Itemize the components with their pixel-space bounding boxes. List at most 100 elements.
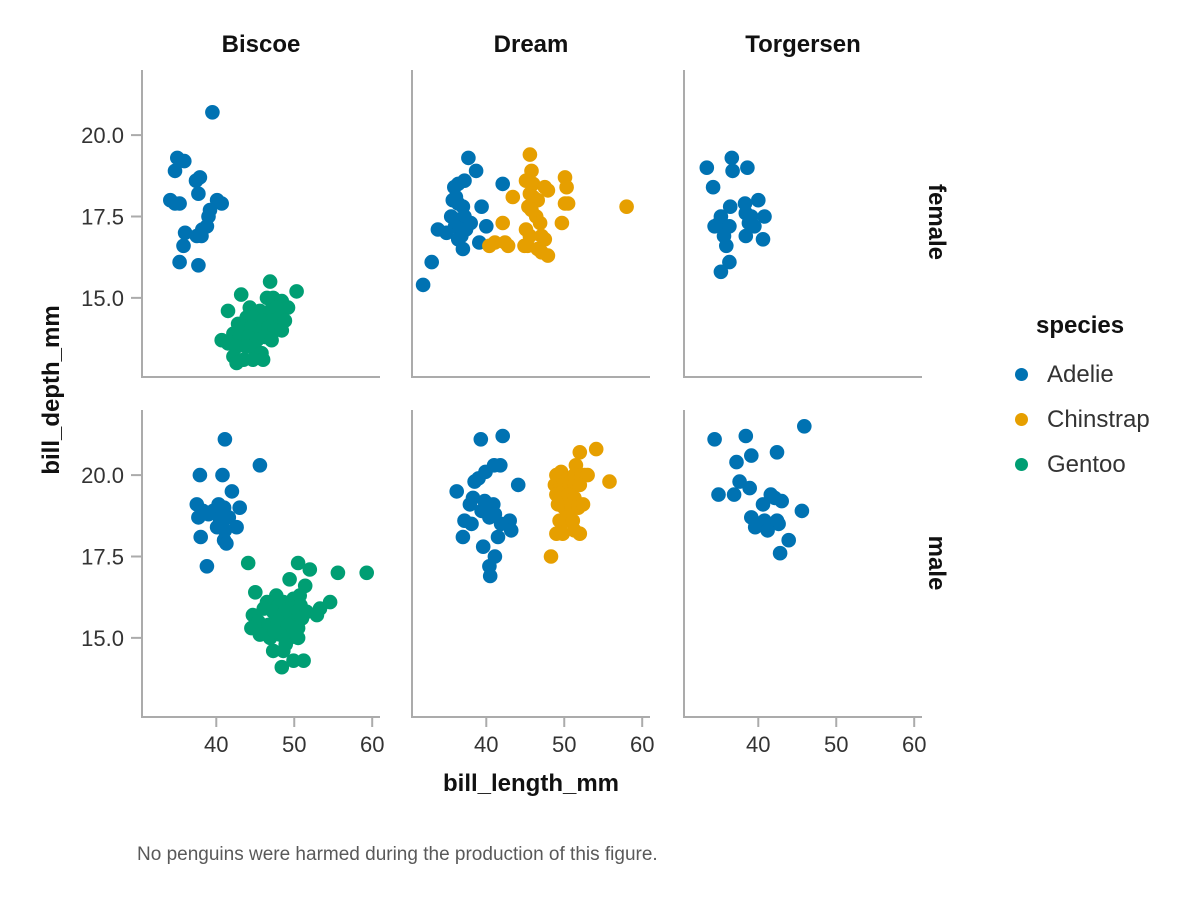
point-gentoo (309, 607, 325, 623)
point-chinstrap (560, 196, 576, 211)
point-adelie (738, 428, 754, 444)
point-chinstrap (543, 549, 559, 564)
point-adelie (742, 480, 757, 496)
legend-label-chinstrap: Chinstrap (1047, 405, 1150, 433)
point-gentoo (274, 659, 290, 675)
point-gentoo (294, 611, 310, 626)
point-gentoo (290, 630, 306, 646)
point-adelie (455, 529, 471, 545)
point-chinstrap (572, 477, 588, 493)
point-adelie (772, 545, 788, 561)
point-adelie (729, 454, 744, 470)
point-adelie (493, 458, 508, 473)
point-adelie (719, 238, 734, 254)
point-chinstrap (540, 248, 556, 263)
point-gentoo (280, 300, 296, 315)
point-gentoo (302, 562, 318, 577)
point-adelie (760, 523, 775, 538)
point-adelie (495, 176, 511, 192)
point-chinstrap (580, 467, 595, 483)
legend-item-adelie: Adelie (1015, 352, 1150, 397)
point-chinstrap (572, 445, 588, 460)
facet-row-strip-male: male (923, 535, 950, 591)
point-chinstrap (500, 238, 516, 254)
x-tick-label: 60 (902, 732, 926, 757)
point-gentoo (262, 274, 278, 289)
point-adelie (482, 568, 498, 584)
x-tick-label: 50 (552, 732, 576, 757)
point-chinstrap (532, 215, 548, 231)
point-adelie (757, 209, 772, 224)
point-adelie (738, 228, 754, 244)
point-adelie (722, 199, 738, 214)
point-adelie (167, 163, 183, 179)
point-adelie (724, 150, 740, 166)
point-gentoo (276, 643, 291, 659)
point-adelie (191, 258, 206, 273)
point-adelie (191, 510, 206, 525)
x-tick-label: 40 (204, 732, 228, 757)
adelie-swatch-icon (1015, 368, 1028, 381)
point-adelie (252, 458, 268, 473)
y-tick-label: 17.5 (81, 204, 124, 229)
point-adelie (439, 225, 454, 241)
point-chinstrap (588, 441, 604, 457)
point-adelie (740, 160, 755, 175)
facet-col-strip-torgersen: Torgersen (745, 31, 861, 58)
facet-col-strip-biscoe: Biscoe (221, 31, 301, 58)
point-adelie (744, 448, 759, 463)
point-adelie (415, 277, 431, 293)
point-adelie (188, 173, 204, 188)
legend: species Adelie Chinstrap Gentoo (1015, 312, 1150, 487)
x-tick-label: 50 (282, 732, 306, 757)
point-adelie (755, 232, 771, 247)
point-adelie (797, 419, 812, 434)
y-tick-label: 17.5 (81, 544, 124, 569)
point-adelie (224, 484, 240, 499)
point-adelie (455, 241, 471, 257)
point-adelie (774, 493, 789, 509)
point-chinstrap (555, 526, 570, 541)
point-adelie (781, 532, 796, 548)
point-chinstrap (602, 474, 617, 489)
point-chinstrap (575, 497, 591, 512)
chinstrap-swatch-icon (1015, 413, 1028, 426)
y-tick-label: 15.0 (81, 286, 124, 311)
y-tick-label: 20.0 (81, 463, 124, 488)
point-chinstrap (505, 189, 521, 205)
point-adelie (503, 523, 519, 538)
point-gentoo (220, 303, 236, 319)
point-adelie (205, 105, 220, 120)
point-chinstrap (572, 526, 588, 541)
y-tick-label: 15.0 (81, 626, 124, 651)
point-adelie (474, 199, 489, 214)
legend-title: species (1036, 312, 1125, 339)
point-adelie (462, 497, 478, 512)
point-adelie (461, 150, 476, 166)
point-adelie (713, 264, 729, 280)
point-adelie (707, 432, 722, 447)
point-chinstrap (554, 215, 570, 231)
x-tick-label: 40 (746, 732, 770, 757)
point-adelie (199, 559, 215, 574)
point-adelie (449, 484, 465, 499)
point-adelie (468, 163, 484, 179)
point-adelie (232, 500, 247, 515)
point-gentoo (233, 287, 249, 302)
point-adelie (215, 467, 230, 483)
point-adelie (699, 160, 715, 175)
point-chinstrap (522, 147, 538, 162)
x-tick-label: 60 (360, 732, 384, 757)
point-gentoo (248, 585, 263, 600)
point-adelie (194, 228, 209, 244)
point-adelie (479, 219, 494, 234)
point-adelie (177, 153, 192, 169)
x-tick-label: 50 (824, 732, 848, 757)
point-adelie (755, 497, 771, 512)
point-adelie (771, 516, 786, 532)
point-adelie (176, 238, 191, 254)
point-gentoo (296, 653, 311, 668)
point-adelie (769, 445, 785, 460)
